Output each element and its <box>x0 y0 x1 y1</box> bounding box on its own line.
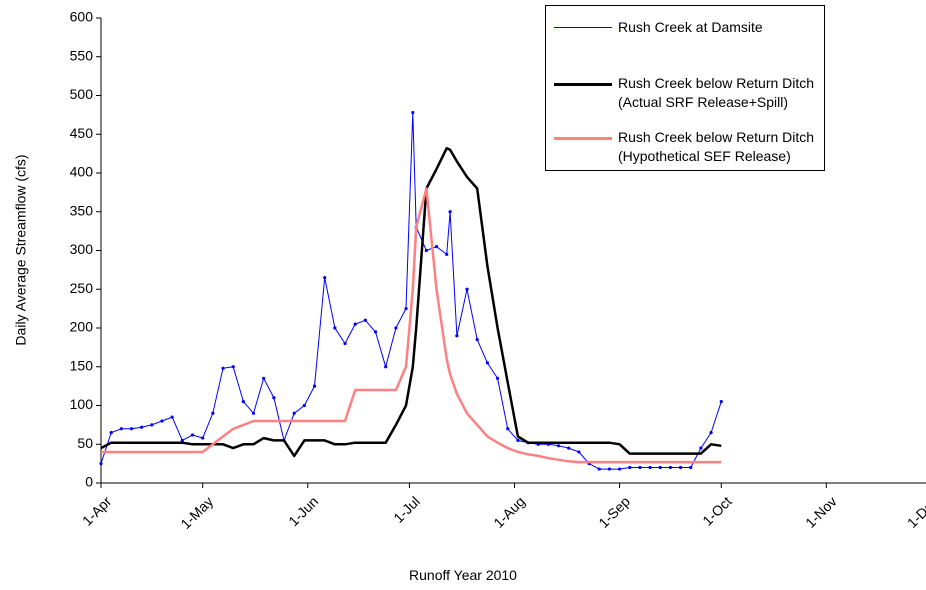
data-point <box>516 438 520 442</box>
data-point <box>445 252 449 256</box>
legend-label: Rush Creek at Damsite <box>618 19 763 35</box>
data-point <box>465 287 469 291</box>
data-point <box>150 423 154 427</box>
data-point <box>109 431 113 435</box>
data-point <box>719 400 723 404</box>
y-tick-label: 550 <box>70 47 94 63</box>
data-point <box>485 361 489 365</box>
x-tick-label: 1-Nov <box>802 493 840 531</box>
data-point <box>648 465 652 470</box>
data-point <box>658 465 662 470</box>
data-point <box>241 400 245 404</box>
legend-swatch <box>554 27 612 28</box>
y-tick-label: 250 <box>70 280 94 296</box>
data-point <box>292 411 296 415</box>
data-point <box>231 365 235 369</box>
data-point <box>617 467 622 471</box>
y-tick-label: 50 <box>77 435 93 451</box>
data-point <box>129 427 134 431</box>
data-point <box>567 446 571 450</box>
data-point <box>394 326 398 330</box>
y-tick-label: 400 <box>70 164 94 180</box>
data-point <box>312 384 317 388</box>
x-tick-label: 1-Sep <box>595 493 633 531</box>
legend-swatch <box>554 137 612 140</box>
y-tick-label: 450 <box>70 125 94 141</box>
data-point <box>323 276 327 280</box>
data-point <box>180 438 184 442</box>
data-point <box>384 365 388 369</box>
data-point <box>353 322 357 326</box>
data-point <box>709 431 713 435</box>
data-point <box>411 110 415 115</box>
data-point <box>262 376 266 380</box>
data-point <box>475 338 479 342</box>
legend-label: Rush Creek below Return Ditch (Hypotheti… <box>618 129 815 164</box>
data-point <box>434 245 439 249</box>
data-point <box>607 467 612 471</box>
y-tick-label: 100 <box>70 396 94 412</box>
data-point <box>699 446 703 450</box>
series-line <box>101 187 722 464</box>
y-tick-label: 500 <box>70 86 94 102</box>
x-axis-label: Runoff Year 2010 <box>409 567 517 583</box>
data-point <box>272 396 276 400</box>
data-point <box>668 465 673 470</box>
data-point <box>170 415 174 419</box>
x-tick-label: 1-Jul <box>390 493 423 526</box>
data-point <box>373 330 378 334</box>
legend: Rush Creek at Damsite Rush Creek below Re… <box>545 5 825 171</box>
data-point <box>404 307 408 311</box>
y-tick-label: 0 <box>85 474 93 490</box>
y-tick-label: 150 <box>70 357 94 373</box>
y-tick-label: 350 <box>70 202 94 218</box>
data-point <box>201 436 205 440</box>
y-tick-label: 600 <box>70 9 94 25</box>
data-point <box>99 462 103 466</box>
data-point <box>506 427 510 431</box>
x-tick-label: 1-Dec <box>904 493 926 531</box>
data-point <box>424 248 428 253</box>
y-axis-label: Daily Average Streamflow (cfs) <box>13 154 29 345</box>
data-point <box>638 465 642 470</box>
data-point <box>363 318 367 322</box>
data-point <box>140 425 144 429</box>
data-point <box>556 444 561 448</box>
data-point <box>333 326 337 330</box>
x-tick-label: 1-Apr <box>79 493 115 529</box>
data-point <box>577 450 581 454</box>
x-tick-label: 1-Jun <box>285 493 321 529</box>
data-point <box>455 334 459 338</box>
series-line <box>100 146 722 458</box>
x-tick-label: 1-Oct <box>699 493 735 529</box>
legend-swatch <box>554 83 612 86</box>
data-point <box>343 341 347 346</box>
x-tick-label: 1-May <box>177 493 216 532</box>
data-point <box>119 427 123 431</box>
data-point <box>495 376 500 380</box>
data-point <box>221 366 225 370</box>
data-point <box>689 465 693 470</box>
data-point <box>302 403 306 408</box>
series-line <box>100 112 722 470</box>
data-point <box>160 419 164 423</box>
data-point <box>597 467 601 471</box>
data-point <box>448 210 452 214</box>
data-point <box>678 465 683 470</box>
y-tick-label: 200 <box>70 319 94 335</box>
data-point <box>211 411 215 415</box>
legend-label: Rush Creek below Return Ditch (Actual SR… <box>618 75 815 110</box>
data-point <box>251 411 256 415</box>
y-tick-label: 300 <box>70 241 94 257</box>
data-point <box>190 433 195 437</box>
data-point <box>628 465 632 470</box>
x-tick-label: 1-Aug <box>490 493 528 531</box>
